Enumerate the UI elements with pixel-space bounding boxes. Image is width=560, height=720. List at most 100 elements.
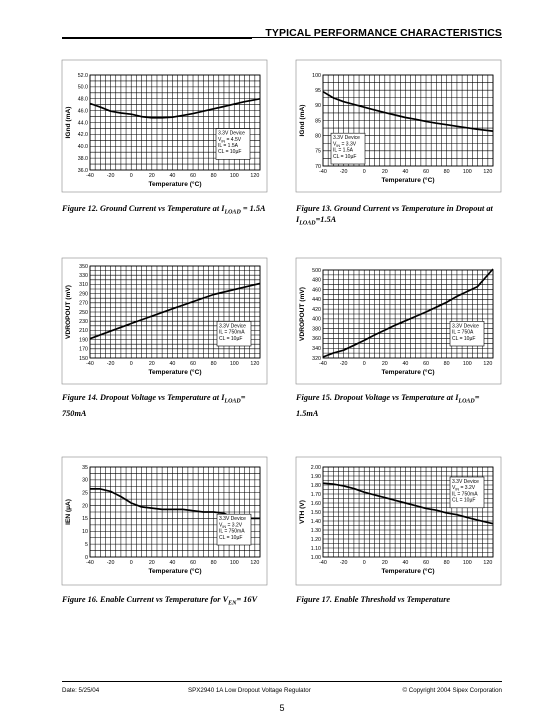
y-tick-label: 25 <box>82 491 88 497</box>
figure-caption: Figure 14. Dropout Voltage vs Temperatur… <box>62 393 246 418</box>
y-tick-label: 75 <box>315 149 321 155</box>
series-line <box>322 268 494 358</box>
legend-box <box>449 476 485 509</box>
x-tick-label: -40 <box>319 169 327 175</box>
x-tick-label: 100 <box>230 361 239 367</box>
y-tick-label: 400 <box>312 317 321 323</box>
footer-document-title: SPX2940 1A Low Dropout Voltage Regulator <box>188 687 311 694</box>
figure-caption: Figure 13. Ground Current vs Temperature… <box>296 204 493 227</box>
y-tick-label: 5 <box>85 542 88 548</box>
chart-frame <box>61 257 268 385</box>
x-tick-label: -40 <box>86 560 94 566</box>
x-axis-label: Temperature (°C) <box>148 180 201 188</box>
y-tick-label: 10 <box>82 529 88 535</box>
legend-entry: IL = 750mA <box>219 330 245 336</box>
plot-area <box>89 466 261 558</box>
x-axis-label: Temperature (°C) <box>148 368 201 376</box>
y-tick-label: 310 <box>79 282 88 288</box>
y-tick-label: 1.00 <box>311 555 321 561</box>
x-axis-label: Temperature (°C) <box>381 368 434 376</box>
x-tick-label: 60 <box>423 361 429 367</box>
x-tick-label: 80 <box>211 173 217 179</box>
x-tick-label: 100 <box>463 560 472 566</box>
x-tick-label: -20 <box>340 361 348 367</box>
series-line <box>322 90 494 132</box>
x-tick-label: 40 <box>402 560 408 566</box>
x-axis-label: Temperature (°C) <box>148 567 201 575</box>
y-tick-label: 48.0 <box>78 97 88 103</box>
x-tick-label: 40 <box>169 361 175 367</box>
x-tick-label: 20 <box>382 169 388 175</box>
page-title: TYPICAL PERFORMANCE CHARACTERISTICS <box>265 27 502 39</box>
x-tick-label: -40 <box>319 361 327 367</box>
legend-entry: 3.3V Device <box>219 323 246 329</box>
plot-area <box>322 74 494 167</box>
x-tick-label: 100 <box>230 560 239 566</box>
x-tick-label: 0 <box>363 169 366 175</box>
y-tick-label: 35 <box>82 465 88 471</box>
x-tick-label: 120 <box>250 560 259 566</box>
x-tick-label: 100 <box>230 173 239 179</box>
y-tick-label: 38.0 <box>78 156 88 162</box>
y-tick-label: 2.00 <box>311 465 321 471</box>
y-tick-label: 36.0 <box>78 168 88 174</box>
series-line <box>89 282 261 340</box>
x-tick-label: 80 <box>444 169 450 175</box>
legend-entry: CL = 10µF <box>452 498 475 504</box>
y-tick-label: 460 <box>312 287 321 293</box>
x-tick-label: 80 <box>444 361 450 367</box>
plot-area <box>89 265 261 359</box>
series-line <box>89 97 261 119</box>
y-tick-label: 44.0 <box>78 120 88 126</box>
y-tick-label: 50.0 <box>78 85 88 91</box>
legend-box <box>216 321 252 347</box>
x-tick-label: 40 <box>169 173 175 179</box>
plot-area <box>322 466 494 558</box>
x-tick-label: 60 <box>190 560 196 566</box>
legend-entry: IL = 750mA <box>452 491 478 497</box>
x-tick-label: 120 <box>483 361 492 367</box>
y-tick-label: 30 <box>82 478 88 484</box>
plot-area <box>89 74 261 171</box>
legend-box <box>216 513 252 546</box>
x-tick-label: 40 <box>169 560 175 566</box>
chart-frame <box>295 257 502 385</box>
x-tick-label: 120 <box>483 169 492 175</box>
y-tick-label: 20 <box>82 503 88 509</box>
x-tick-label: -20 <box>340 560 348 566</box>
y-tick-label: 500 <box>312 268 321 274</box>
legend-box <box>330 132 366 165</box>
figure-caption: Figure 15. Dropout Voltage vs Temperatur… <box>296 393 480 418</box>
x-tick-label: -20 <box>340 169 348 175</box>
x-tick-label: 40 <box>402 361 408 367</box>
legend-entry: CL = 10µF <box>219 535 242 541</box>
y-tick-label: 440 <box>312 297 321 303</box>
page-number: 5 <box>279 703 285 713</box>
y-tick-label: 100 <box>312 73 321 79</box>
legend-entry: 3.3V Device <box>219 516 246 522</box>
x-tick-label: 120 <box>250 173 259 179</box>
chart-frame <box>295 456 502 586</box>
y-tick-label: 1.50 <box>311 510 321 516</box>
x-tick-label: 0 <box>363 560 366 566</box>
series-line <box>322 482 494 525</box>
figure-caption: Figure 12. Ground Current vs Temperature… <box>62 204 266 216</box>
y-tick-label: 70 <box>315 164 321 170</box>
legend-entry: IL = 750mA <box>219 529 245 535</box>
x-tick-label: -40 <box>319 560 327 566</box>
y-axis-label: VTH (V) <box>299 500 306 524</box>
y-tick-label: 1.20 <box>311 537 321 543</box>
chart-frame <box>61 59 268 193</box>
legend-entry: IL = 1.5A <box>333 148 354 154</box>
x-tick-label: 0 <box>363 361 366 367</box>
x-tick-label: 40 <box>402 169 408 175</box>
x-tick-label: 60 <box>423 169 429 175</box>
y-tick-label: 150 <box>79 356 88 362</box>
y-tick-label: 330 <box>79 273 88 279</box>
plot-area <box>322 269 494 359</box>
legend-entry: VIN = 3.2V <box>219 522 243 529</box>
y-axis-label: VDROPOUT (mV) <box>65 285 72 339</box>
